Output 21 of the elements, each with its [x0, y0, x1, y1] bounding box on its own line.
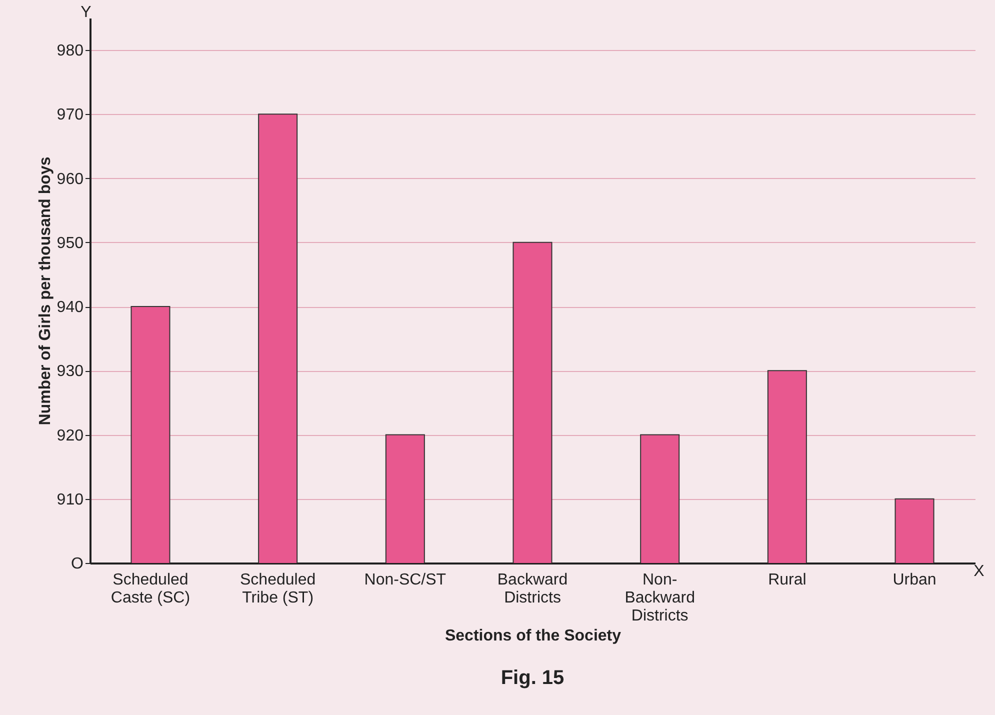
y-tick-label: O [71, 556, 84, 572]
x-tick-label: Backward Districts [497, 572, 568, 606]
y-tick-label: 960 [56, 170, 84, 188]
y-tick-label: 930 [56, 363, 84, 380]
x-tick-label: Scheduled Tribe (ST) [240, 572, 316, 606]
x-tick-label: Scheduled Caste (SC) [110, 572, 190, 606]
annotation: X [974, 563, 985, 580]
x-tick-label: Non- Backward Districts [624, 572, 695, 624]
x-tick-label: Urban [892, 572, 936, 588]
x-tick-label: Non-SC/ST [364, 572, 446, 588]
x-tick-label: Rural [768, 572, 806, 588]
y-tick-label: 970 [56, 106, 84, 124]
y-tick-label: 920 [56, 427, 84, 444]
y-tick-label: 980 [56, 42, 84, 60]
y-tick-label: 950 [56, 234, 84, 252]
annotation: Y [80, 4, 92, 21]
text: Fig. 15 [500, 667, 564, 689]
y-tick-label: 940 [56, 299, 84, 316]
y-tick-label: 910 [56, 491, 84, 508]
y-axis-title: Number of Girls per thousand boys [36, 156, 54, 426]
x-axis-title: Sections of the Society [444, 628, 622, 644]
